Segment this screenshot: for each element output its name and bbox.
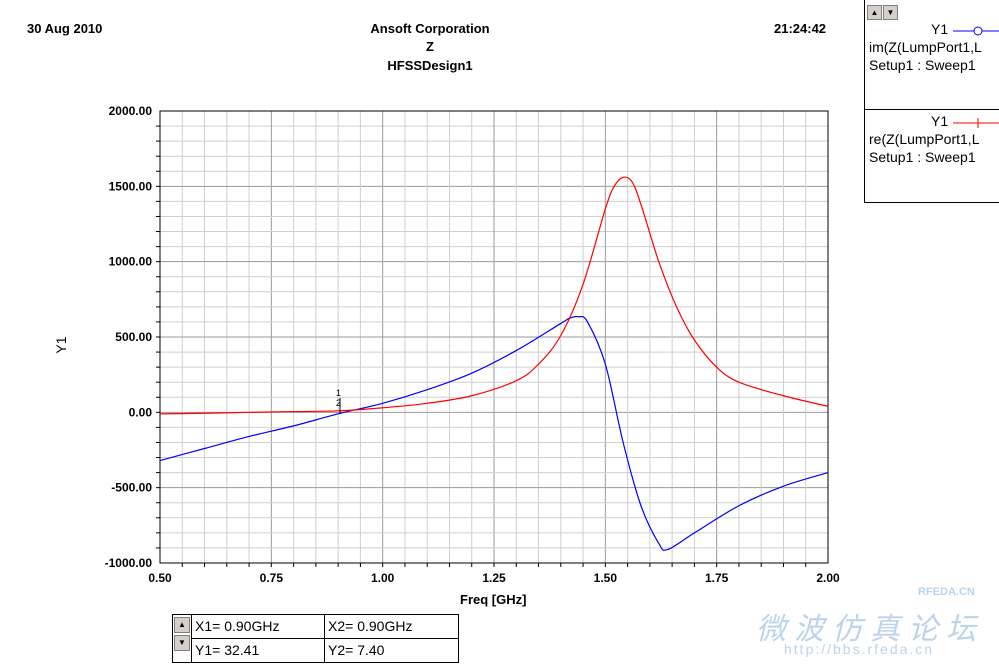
marker-y2: Y2= 7.40 <box>328 642 385 658</box>
watermark-url: http://bbs.rfeda.cn <box>784 641 935 657</box>
y-tick-label: -500.00 <box>111 481 152 495</box>
marker-x2: X2= 0.90GHz <box>328 618 413 634</box>
design-name: HFSSDesign1 <box>387 58 473 73</box>
legend-line-plus-icon <box>953 118 999 128</box>
legend-y-name: Y1 <box>931 21 949 37</box>
x-tick-label: 2.00 <box>816 571 840 585</box>
plot-frame <box>159 110 829 564</box>
x-tick-label: 1.25 <box>482 571 506 585</box>
company-name: Ansoft Corporation <box>370 21 490 36</box>
marker-1-label[interactable]: 1 <box>336 388 341 398</box>
marker-group: 1 2 <box>336 388 341 414</box>
legend-scroll-buttons: ▲ ▼ <box>867 2 899 20</box>
x-tick-label: 1.75 <box>705 571 729 585</box>
y-tick-label: 500.00 <box>115 330 152 344</box>
legend-entry-re[interactable]: Y1 re(Z(LumpPort1,L Setup1 : Sweep1 <box>865 112 999 166</box>
marker-readout-table: ▲ ▼ X1= 0.90GHz Y1= 32.41 X2= 0.90GHz Y2… <box>172 614 459 663</box>
x-tick-labels: 0.50 0.75 1.00 1.25 1.50 1.75 2.00 <box>148 571 840 585</box>
scroll-up-icon[interactable]: ▲ <box>174 617 190 633</box>
series-group <box>159 176 829 551</box>
legend-trace: im(Z(LumpPort1,L <box>869 39 982 55</box>
y-tick-label: -1000.00 <box>105 556 153 570</box>
legend-separator <box>865 109 999 110</box>
marker-x1: X1= 0.90GHz <box>195 618 280 634</box>
grid-lines <box>156 111 828 567</box>
series-line-real[interactable] <box>159 176 829 415</box>
x-axis-label: Freq [GHz] <box>460 592 526 607</box>
y-axis-label: Y1 <box>53 336 69 353</box>
report-time: 21:24:42 <box>774 21 827 36</box>
legend-panel: ▲ ▼ Y1 im(Z(LumpPort1,L Setup1 : Sweep1 Y… <box>864 0 999 203</box>
report-date: 30 Aug 2010 <box>27 21 103 36</box>
y-tick-labels: -1000.00 -500.00 0.00 500.00 1000.00 1500.00 2… <box>105 104 153 570</box>
legend-line-circle-icon <box>953 26 999 36</box>
legend-trace: re(Z(LumpPort1,L <box>869 131 980 147</box>
report-quantity: Z <box>426 39 434 54</box>
watermark-site: RFEDA.CN <box>918 586 975 598</box>
legend-setup: Setup1 : Sweep1 <box>869 57 976 73</box>
y-tick-label: 2000.00 <box>109 104 153 118</box>
series-line-imaginary[interactable] <box>159 315 829 551</box>
legend-entry-im[interactable]: Y1 im(Z(LumpPort1,L Setup1 : Sweep1 <box>865 20 999 74</box>
watermark-forum: 微波仿真论坛 <box>756 613 984 646</box>
marker-y1: Y1= 32.41 <box>195 642 260 658</box>
y-tick-label: 1000.00 <box>109 255 153 269</box>
scroll-down-icon[interactable]: ▼ <box>883 5 898 20</box>
x-tick-label: 1.50 <box>594 571 618 585</box>
y-tick-label: 1500.00 <box>109 179 153 193</box>
scroll-up-icon[interactable]: ▲ <box>867 5 882 20</box>
y-tick-label: 0.00 <box>129 405 153 419</box>
legend-setup: Setup1 : Sweep1 <box>869 149 976 165</box>
legend-y-name: Y1 <box>931 113 949 129</box>
x-tick-label: 1.00 <box>371 571 395 585</box>
marker-scroll-buttons: ▲ ▼ <box>173 615 191 662</box>
marker-2-label[interactable]: 2 <box>336 398 341 408</box>
plot-area[interactable]: -1000.00 -500.00 0.00 500.00 1000.00 1500.00 2… <box>0 0 860 664</box>
x-tick-label: 0.50 <box>148 571 172 585</box>
scroll-down-icon[interactable]: ▼ <box>174 635 190 651</box>
x-tick-label: 0.75 <box>260 571 284 585</box>
